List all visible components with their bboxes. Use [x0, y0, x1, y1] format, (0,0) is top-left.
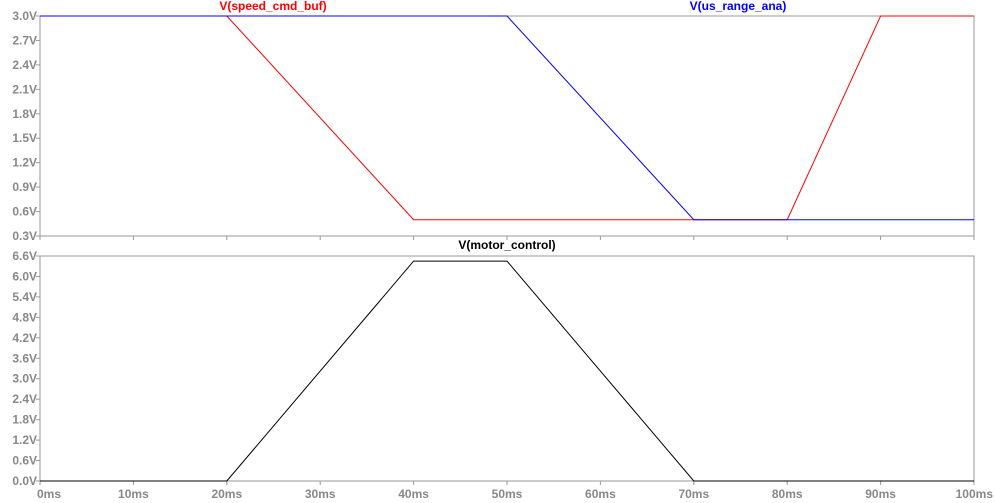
y-tick-label: 0.0V: [12, 474, 37, 488]
y-tick-label: 0.9V: [12, 180, 37, 194]
y-tick-label: 0.6V: [12, 454, 37, 468]
y-tick-label: 2.7V: [12, 33, 37, 47]
x-tick-label: 80ms: [772, 487, 803, 501]
trace-label-v-us-range-ana[interactable]: V(us_range_ana): [690, 0, 787, 13]
x-tick-label: 30ms: [305, 487, 336, 501]
y-tick-label: 3.0V: [12, 372, 37, 386]
trace-label-v-speed-cmd-buf[interactable]: V(speed_cmd_buf): [219, 0, 326, 13]
y-tick-label: 6.0V: [12, 269, 37, 283]
x-tick-label: 10ms: [118, 487, 149, 501]
y-tick-label: 1.8V: [12, 107, 37, 121]
x-tick-label: 50ms: [492, 487, 523, 501]
y-tick-label: 2.4V: [12, 392, 37, 406]
upper-plot-pane: 0.3V 0.6V 0.9V 1.2V 1.5V 1.8V 2.1V 2.4V 2.7V 3.0V…: [12, 0, 975, 243]
x-tick-label: 90ms: [865, 487, 896, 501]
y-tick-label: 2.1V: [12, 82, 37, 96]
y-tick-label: 1.2V: [12, 156, 37, 170]
x-tick-label: 40ms: [398, 487, 429, 501]
trace-v-motor-control: [40, 260, 974, 482]
lower-plot-pane: 0.0V 0.6V 1.2V 1.8V 2.4V 3.0V 3.6V 4.2V 4.8V 5.4V…: [12, 238, 993, 501]
x-tick-label: 100ms: [956, 487, 994, 501]
y-tick-label: 0.6V: [12, 205, 37, 219]
y-tick-label: 3.6V: [12, 351, 37, 365]
x-tick-label: 70ms: [678, 487, 709, 501]
y-tick-label: 1.5V: [12, 131, 37, 145]
y-tick-label: 6.6V: [12, 249, 37, 263]
y-tick-label: 2.4V: [12, 58, 37, 72]
y-tick-label: 1.2V: [12, 433, 37, 447]
x-tick-label: 0ms: [37, 487, 61, 501]
y-tick-label: 3.0V: [12, 9, 37, 23]
trace-v-us-range-ana: [40, 15, 974, 221]
y-tick-label: 0.3V: [12, 229, 37, 243]
y-tick-label: 4.8V: [12, 310, 37, 324]
y-tick-label: 5.4V: [12, 290, 37, 304]
trace-label-v-motor-control[interactable]: V(motor_control): [458, 238, 555, 252]
y-tick-label: 4.2V: [12, 331, 37, 345]
y-tick-label: 1.8V: [12, 413, 37, 427]
x-tick-label: 20ms: [211, 487, 242, 501]
x-tick-label: 60ms: [585, 487, 616, 501]
